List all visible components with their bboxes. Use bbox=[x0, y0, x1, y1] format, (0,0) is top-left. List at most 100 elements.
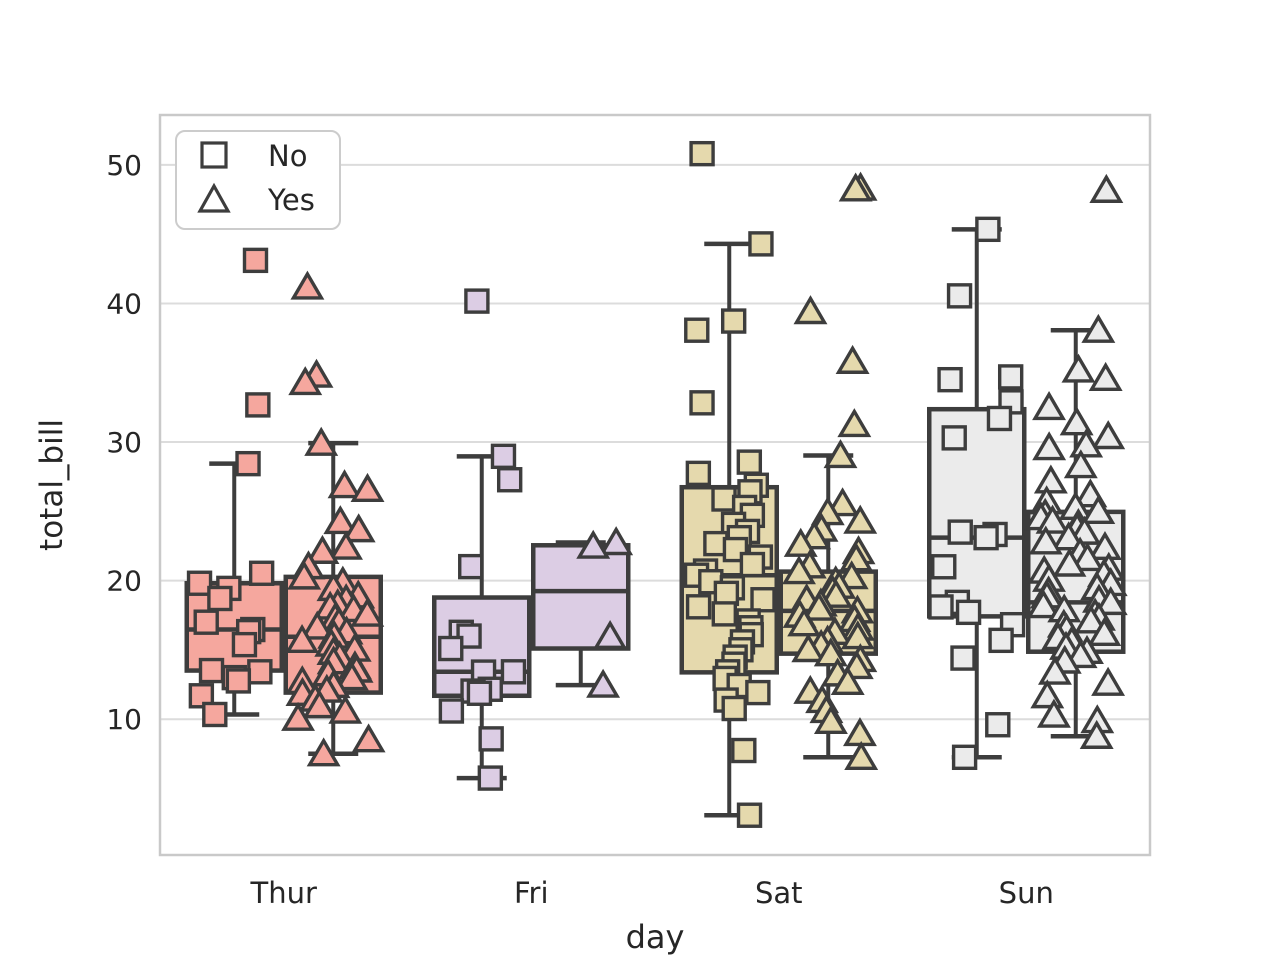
point-thur-no-15 bbox=[188, 683, 215, 709]
point-sun-yes-52 bbox=[1091, 666, 1126, 696]
point-sat-yes-6 bbox=[825, 487, 860, 517]
point-sun-yes-56 bbox=[1079, 719, 1114, 749]
x-tick-label-sun: Sun bbox=[999, 876, 1054, 910]
point-sat-no-0 bbox=[689, 140, 715, 167]
point-sat-no-6 bbox=[685, 460, 712, 487]
point-sat-yes-33 bbox=[791, 633, 826, 663]
point-fri-yes-1 bbox=[576, 529, 611, 559]
point-sat-yes-1 bbox=[838, 172, 873, 202]
point-sun-yes-54 bbox=[1036, 698, 1071, 728]
point-sun-yes-1 bbox=[1081, 313, 1116, 343]
point-thur-yes-42 bbox=[281, 701, 316, 731]
point-sun-no-12 bbox=[928, 594, 954, 620]
y-tick-label-50: 50 bbox=[106, 149, 142, 182]
point-sat-yes-38 bbox=[830, 665, 865, 696]
x-tick-label-thur: Thur bbox=[250, 876, 317, 910]
legend-label-yes: Yes bbox=[267, 183, 315, 217]
point-sun-yes-22 bbox=[1028, 525, 1063, 555]
y-tick-label-20: 20 bbox=[106, 565, 142, 598]
point-thur-yes-5 bbox=[350, 472, 385, 502]
point-sun-yes-37 bbox=[1026, 589, 1061, 619]
point-thur-no-16 bbox=[202, 701, 228, 728]
point-sun-yes-5 bbox=[1059, 406, 1094, 436]
point-sat-no-1 bbox=[748, 231, 774, 257]
point-thur-yes-0 bbox=[290, 270, 325, 300]
point-sat-yes-27 bbox=[787, 607, 822, 637]
x-tick-label-sat: Sat bbox=[755, 876, 803, 910]
point-sat-no-4 bbox=[689, 390, 715, 416]
point-thur-no-6 bbox=[207, 585, 233, 612]
point-thur-no-3 bbox=[248, 560, 275, 586]
point-thur-yes-3 bbox=[304, 426, 339, 456]
point-fri-no-3 bbox=[458, 553, 484, 580]
point-sun-no-18 bbox=[951, 744, 978, 771]
point-fri-yes-0 bbox=[599, 526, 634, 556]
tick-labels: 10 20 30 40 50 Thur Fri Sat Sun bbox=[106, 149, 1053, 910]
point-sun-yes-4 bbox=[1032, 391, 1067, 421]
point-sun-no-7 bbox=[947, 519, 973, 545]
point-sat-no-37 bbox=[745, 679, 771, 706]
point-sun-yes-3 bbox=[1088, 361, 1123, 391]
point-thur-no-11 bbox=[198, 657, 225, 684]
point-sun-yes-0 bbox=[1089, 173, 1124, 203]
point-sun-no-0 bbox=[975, 216, 1001, 243]
point-sun-no-6 bbox=[941, 425, 967, 451]
point-sun-yes-41 bbox=[1073, 604, 1108, 634]
point-sun-yes-9 bbox=[1063, 449, 1098, 479]
point-sun-yes-36 bbox=[1093, 586, 1128, 616]
point-thur-no-10 bbox=[231, 631, 258, 658]
point-sat-no-25 bbox=[685, 594, 712, 620]
point-sun-yes-14 bbox=[1081, 494, 1116, 525]
point-thur-yes-7 bbox=[341, 513, 376, 543]
point-sat-yes-42 bbox=[813, 704, 848, 734]
point-thur-yes-9 bbox=[305, 534, 340, 564]
point-sat-yes-23 bbox=[802, 591, 836, 621]
point-fri-no-0 bbox=[464, 288, 490, 314]
point-sat-yes-4 bbox=[837, 408, 872, 438]
point-thur-yes-43 bbox=[351, 723, 386, 753]
box-fri-yes bbox=[531, 543, 631, 651]
point-thur-no-1 bbox=[245, 392, 271, 418]
point-fri-yes-3 bbox=[586, 668, 621, 698]
point-sun-no-3 bbox=[937, 366, 963, 393]
point-sun-no-5 bbox=[986, 405, 1013, 432]
point-sat-no-26 bbox=[711, 601, 738, 627]
point-thur-no-4 bbox=[186, 570, 213, 596]
point-sun-yes-8 bbox=[1032, 431, 1067, 461]
point-thur-yes-25 bbox=[285, 623, 320, 654]
point-fri-no-13 bbox=[478, 726, 504, 752]
legend: No Yes bbox=[175, 130, 341, 230]
point-thur-yes-40 bbox=[302, 689, 337, 719]
point-thur-yes-19 bbox=[350, 597, 385, 627]
point-fri-no-6 bbox=[438, 635, 464, 662]
y-tick-label-10: 10 bbox=[106, 703, 142, 736]
point-thur-yes-8 bbox=[329, 530, 363, 560]
point-fri-no-1 bbox=[490, 443, 517, 470]
point-sat-yes-15 bbox=[782, 555, 816, 585]
point-thur-yes-2 bbox=[288, 366, 323, 396]
point-sun-yes-10 bbox=[1033, 464, 1068, 494]
axis-labels: day total_bill bbox=[34, 419, 684, 956]
point-fri-no-11 bbox=[466, 680, 493, 706]
point-thur-no-2 bbox=[235, 450, 261, 477]
y-tick-label-30: 30 bbox=[106, 426, 142, 459]
point-sun-no-10 bbox=[931, 554, 957, 580]
legend-triangle-marker-icon bbox=[197, 182, 231, 213]
point-sun-yes-51 bbox=[1038, 655, 1072, 685]
axis-label-y: total_bill bbox=[34, 419, 70, 551]
point-sun-yes-26 bbox=[1052, 547, 1087, 577]
axis-label-x: day bbox=[626, 918, 685, 956]
point-thur-no-7 bbox=[193, 609, 219, 635]
point-sun-no-9 bbox=[973, 524, 999, 551]
point-sun-no-16 bbox=[950, 645, 976, 671]
point-thur-yes-11 bbox=[287, 560, 322, 590]
legend-square-marker-icon bbox=[200, 141, 228, 169]
point-sat-no-5 bbox=[736, 449, 763, 475]
point-sat-no-23 bbox=[713, 580, 740, 607]
point-sun-no-2 bbox=[997, 364, 1024, 390]
point-sat-yes-8 bbox=[843, 504, 878, 534]
point-sat-yes-2 bbox=[793, 295, 828, 325]
point-thur-no-14 bbox=[225, 668, 252, 694]
